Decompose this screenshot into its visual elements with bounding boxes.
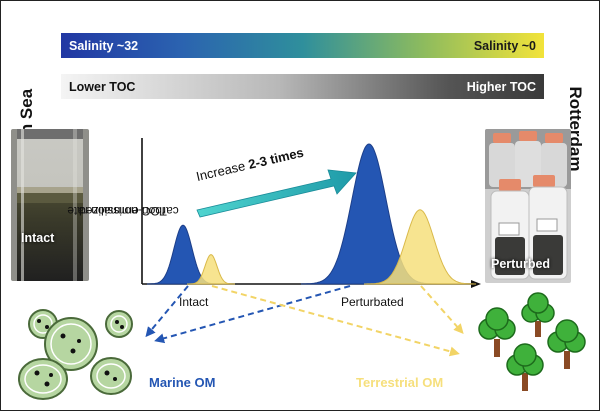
perturbed-photo-caption: Perturbed [491,257,551,271]
terrestrial-om-label: Terrestrial OM [356,375,444,390]
marine-dash-arrow-left [145,285,189,338]
intact-core-photo [11,129,89,281]
intact-photo-caption: Intact [21,231,55,245]
x-label-perturbated: Perturbated [341,295,404,309]
terrestrial-dash-arrow-left [211,285,460,357]
increase-arrow [196,169,357,218]
perturbed-bottles-photo [485,129,571,283]
algae-cells-icon [18,309,133,400]
terrestrial-peak-perturbated [364,209,476,285]
marine-om-label: Marine OM [149,375,216,390]
salinity-gradient-bar: Salinity ~32 Salinity ~0 [61,33,544,58]
toc-gradient-bar: Lower TOC Higher TOC [61,74,544,99]
y-axis-label: TOC-normalized carbon emission rate [67,204,179,218]
terrestrial-peak-intact [187,254,235,285]
terrestrial-dash-arrow-right [420,285,464,334]
salinity-low-label: Salinity ~32 [69,38,139,53]
tree-icon [478,292,586,391]
salinity-high-label: Salinity ~0 [473,38,536,53]
x-label-intact: Intact [179,295,209,309]
toc-high-label: Higher TOC [466,79,536,94]
toc-low-label: Lower TOC [69,79,136,94]
marine-dash-arrow-right [154,285,351,344]
